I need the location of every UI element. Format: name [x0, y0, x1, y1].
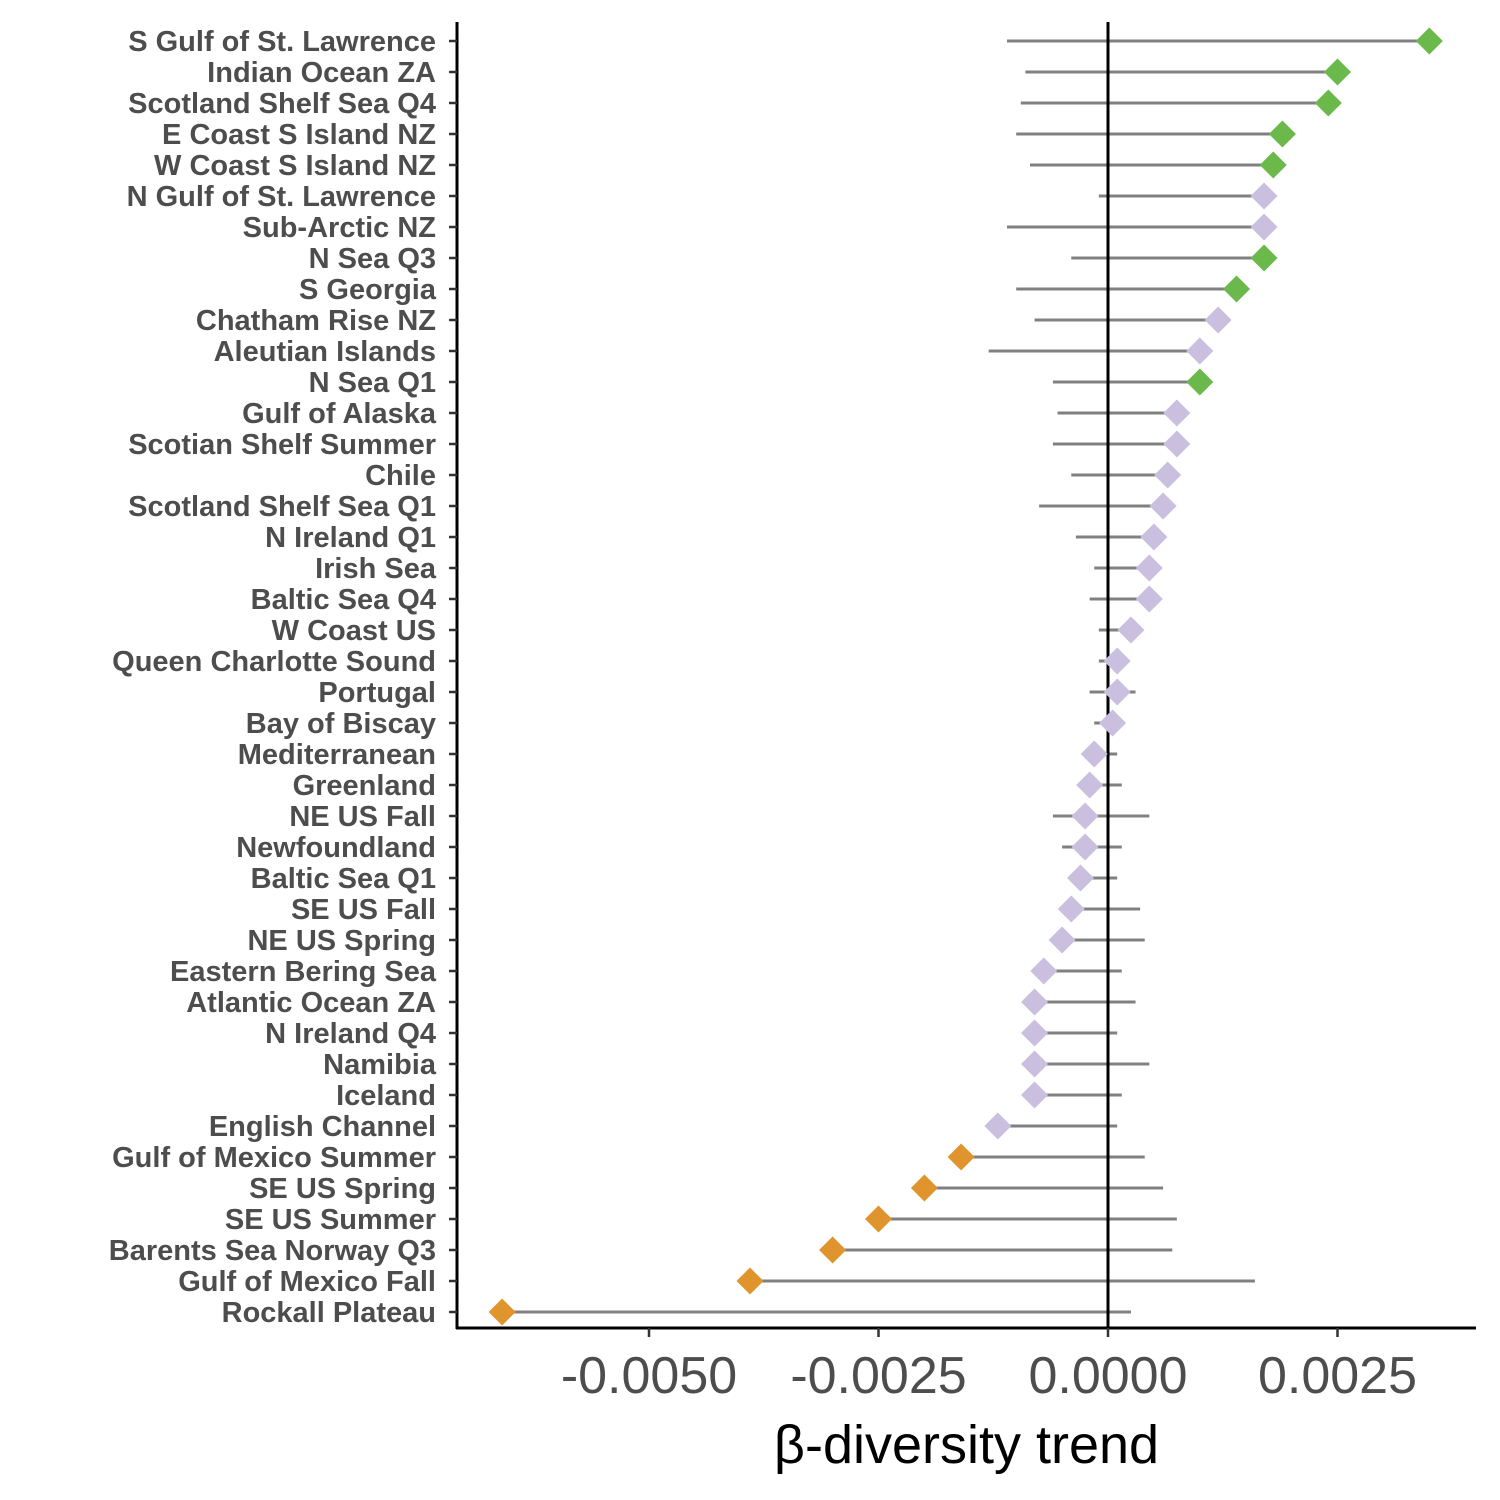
trend-point	[1250, 244, 1278, 272]
trend-point	[1057, 895, 1085, 923]
x-axis-tick-labels: -0.0050 -0.0025 0.0000 0.0025	[561, 1347, 1417, 1405]
trend-point	[1135, 554, 1163, 582]
trend-point	[488, 1298, 516, 1326]
category-label: Sub-Arctic NZ	[243, 212, 436, 244]
category-label: Irish Sea	[315, 553, 437, 585]
trend-point	[1268, 120, 1296, 148]
trend-point	[1140, 523, 1168, 551]
category-label: N Sea Q1	[309, 367, 436, 399]
x-axis-title: β-diversity trend	[774, 1415, 1159, 1475]
category-label: N Ireland Q4	[265, 1018, 436, 1050]
confidence-intervals	[502, 39, 1430, 1314]
category-label: SE US Spring	[249, 1173, 436, 1205]
category-label: Queen Charlotte Sound	[112, 646, 436, 678]
trend-point	[947, 1143, 975, 1171]
y-axis-ticks	[449, 39, 457, 1314]
trend-point	[1099, 709, 1127, 737]
trend-point	[1103, 647, 1131, 675]
category-label: Baltic Sea Q1	[251, 863, 436, 895]
category-label: N Sea Q3	[309, 243, 436, 275]
category-label: Scotian Shelf Summer	[128, 429, 436, 461]
trend-point	[819, 1236, 847, 1264]
category-label: Indian Ocean ZA	[207, 57, 436, 89]
category-label: W Coast S Island NZ	[154, 150, 436, 182]
trend-point	[1071, 833, 1099, 861]
category-label: Iceland	[336, 1080, 436, 1112]
trend-point	[865, 1205, 892, 1233]
category-label: Gulf of Alaska	[242, 398, 437, 430]
category-label: NE US Spring	[247, 925, 436, 957]
trend-point	[1021, 1019, 1049, 1047]
category-label: N Ireland Q1	[265, 522, 436, 554]
category-label: Barents Sea Norway Q3	[109, 1235, 436, 1267]
category-label: Aleutian Islands	[214, 336, 436, 368]
trend-point	[1021, 988, 1049, 1016]
trend-point	[1415, 27, 1443, 55]
category-label: SE US Summer	[225, 1204, 436, 1236]
trend-points	[488, 27, 1443, 1326]
category-label: Newfoundland	[236, 832, 436, 864]
trend-point	[1149, 492, 1177, 520]
trend-point	[736, 1267, 764, 1295]
trend-point	[984, 1112, 1012, 1140]
trend-point	[1163, 430, 1191, 458]
category-label: Bay of Biscay	[246, 708, 436, 740]
category-label: Mediterranean	[238, 739, 436, 771]
category-label: N Gulf of St. Lawrence	[127, 181, 436, 213]
category-label: Gulf of Mexico Fall	[178, 1266, 436, 1298]
category-label: Scotland Shelf Sea Q4	[128, 88, 436, 120]
trend-point	[1080, 740, 1108, 768]
category-label: S Georgia	[299, 274, 437, 306]
trend-point	[1163, 399, 1191, 427]
category-label: Portugal	[318, 677, 436, 709]
x-tick-label: -0.0025	[790, 1347, 966, 1405]
trend-point	[1030, 957, 1058, 985]
category-label: Greenland	[293, 770, 436, 802]
category-label: NE US Fall	[289, 801, 436, 833]
trend-point	[1250, 213, 1278, 241]
trend-point	[1186, 368, 1214, 396]
trend-point	[1071, 802, 1099, 830]
trend-point	[1154, 461, 1182, 489]
category-label: English Channel	[209, 1111, 436, 1143]
trend-point	[1066, 864, 1094, 892]
category-label: Atlantic Ocean ZA	[186, 987, 436, 1019]
category-label: SE US Fall	[291, 894, 436, 926]
trend-point	[1076, 771, 1104, 799]
trend-point	[1259, 151, 1287, 179]
category-label: Namibia	[323, 1049, 437, 1081]
trend-point	[1103, 678, 1131, 706]
trend-point	[1314, 89, 1342, 117]
trend-point	[1223, 275, 1251, 303]
category-label: Eastern Bering Sea	[170, 956, 437, 988]
trend-point	[1021, 1050, 1049, 1078]
trend-point	[1135, 585, 1163, 613]
trend-point	[1048, 926, 1076, 954]
trend-point	[1204, 306, 1232, 334]
x-tick-label: 0.0025	[1258, 1347, 1417, 1405]
trend-point	[1186, 337, 1214, 365]
category-label: Scotland Shelf Sea Q1	[128, 491, 436, 523]
x-tick-label: -0.0050	[561, 1347, 737, 1405]
trend-point	[1324, 58, 1351, 86]
category-label: Baltic Sea Q4	[251, 584, 436, 616]
category-label: S Gulf of St. Lawrence	[128, 26, 436, 58]
category-label: W Coast US	[272, 615, 436, 647]
category-label: Chile	[365, 460, 436, 492]
x-axis-ticks	[647, 1328, 1339, 1337]
category-label: Chatham Rise NZ	[196, 305, 436, 337]
trend-point	[1117, 616, 1145, 644]
trend-point	[1250, 182, 1278, 210]
category-label: Gulf of Mexico Summer	[112, 1142, 436, 1174]
category-label: Rockall Plateau	[222, 1297, 436, 1329]
trend-point	[1021, 1081, 1049, 1109]
category-label: E Coast S Island NZ	[162, 119, 436, 151]
trend-point	[910, 1174, 938, 1202]
x-tick-label: 0.0000	[1028, 1347, 1187, 1405]
